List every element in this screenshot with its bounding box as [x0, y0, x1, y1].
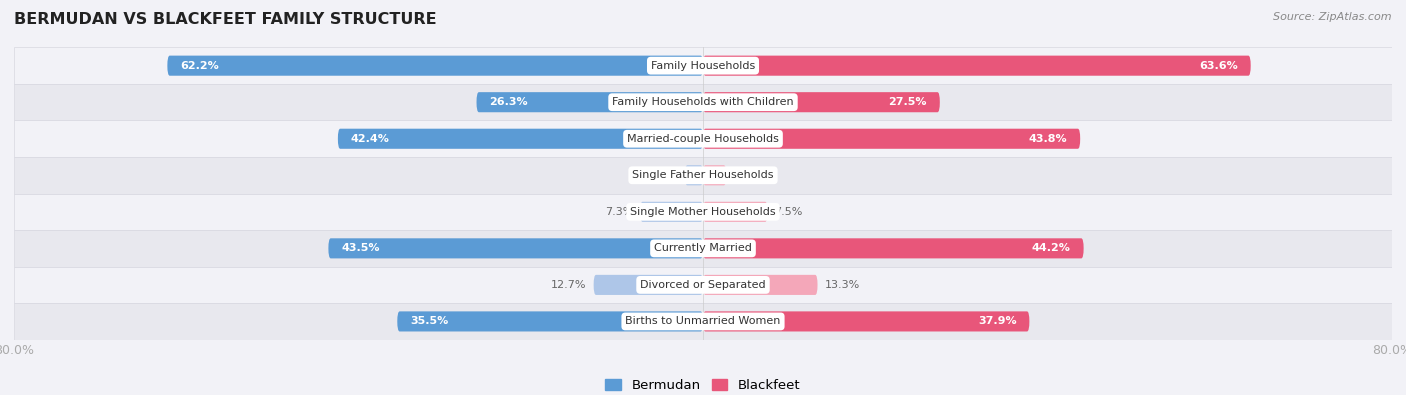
FancyBboxPatch shape: [703, 202, 768, 222]
FancyBboxPatch shape: [14, 84, 1392, 120]
Text: Single Father Households: Single Father Households: [633, 170, 773, 180]
Text: BERMUDAN VS BLACKFEET FAMILY STRUCTURE: BERMUDAN VS BLACKFEET FAMILY STRUCTURE: [14, 12, 437, 27]
FancyBboxPatch shape: [477, 92, 703, 112]
Text: 7.5%: 7.5%: [775, 207, 803, 217]
Text: 43.5%: 43.5%: [342, 243, 380, 253]
Text: 42.4%: 42.4%: [350, 134, 389, 144]
Text: 12.7%: 12.7%: [551, 280, 586, 290]
FancyBboxPatch shape: [329, 238, 703, 258]
Text: Source: ZipAtlas.com: Source: ZipAtlas.com: [1274, 12, 1392, 22]
Text: Family Households: Family Households: [651, 61, 755, 71]
Text: Married-couple Households: Married-couple Households: [627, 134, 779, 144]
FancyBboxPatch shape: [14, 194, 1392, 230]
FancyBboxPatch shape: [14, 47, 1392, 84]
FancyBboxPatch shape: [14, 230, 1392, 267]
FancyBboxPatch shape: [685, 165, 703, 185]
FancyBboxPatch shape: [337, 129, 703, 149]
Text: 62.2%: 62.2%: [180, 61, 219, 71]
Text: 26.3%: 26.3%: [489, 97, 529, 107]
Text: 27.5%: 27.5%: [889, 97, 927, 107]
Text: 63.6%: 63.6%: [1199, 61, 1237, 71]
FancyBboxPatch shape: [398, 311, 703, 331]
FancyBboxPatch shape: [703, 275, 817, 295]
Text: Family Households with Children: Family Households with Children: [612, 97, 794, 107]
Text: 13.3%: 13.3%: [824, 280, 859, 290]
Text: Currently Married: Currently Married: [654, 243, 752, 253]
FancyBboxPatch shape: [703, 129, 1080, 149]
FancyBboxPatch shape: [640, 202, 703, 222]
Text: Births to Unmarried Women: Births to Unmarried Women: [626, 316, 780, 326]
Text: 37.9%: 37.9%: [977, 316, 1017, 326]
FancyBboxPatch shape: [703, 311, 1029, 331]
Text: Divorced or Separated: Divorced or Separated: [640, 280, 766, 290]
Text: 44.2%: 44.2%: [1032, 243, 1071, 253]
FancyBboxPatch shape: [167, 56, 703, 76]
Text: 7.3%: 7.3%: [605, 207, 633, 217]
FancyBboxPatch shape: [593, 275, 703, 295]
FancyBboxPatch shape: [14, 157, 1392, 194]
Legend: Bermudan, Blackfeet: Bermudan, Blackfeet: [600, 374, 806, 395]
Text: 43.8%: 43.8%: [1029, 134, 1067, 144]
Text: 2.7%: 2.7%: [733, 170, 762, 180]
Text: Single Mother Households: Single Mother Households: [630, 207, 776, 217]
FancyBboxPatch shape: [14, 267, 1392, 303]
FancyBboxPatch shape: [703, 56, 1251, 76]
Text: 35.5%: 35.5%: [411, 316, 449, 326]
FancyBboxPatch shape: [703, 238, 1084, 258]
FancyBboxPatch shape: [14, 120, 1392, 157]
Text: 2.1%: 2.1%: [650, 170, 678, 180]
FancyBboxPatch shape: [703, 92, 939, 112]
FancyBboxPatch shape: [703, 165, 727, 185]
FancyBboxPatch shape: [14, 303, 1392, 340]
